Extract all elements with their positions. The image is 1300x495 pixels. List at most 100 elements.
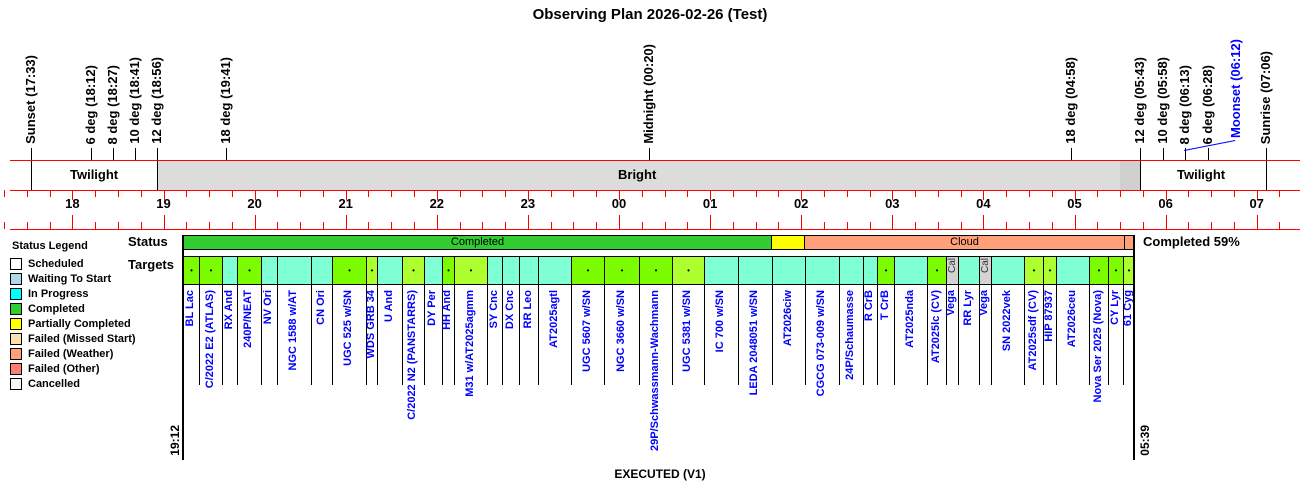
minor-tick <box>459 190 461 197</box>
target-name[interactable]: SN 2022vek <box>1000 290 1013 352</box>
target-name[interactable]: NGC 3660 w/SN <box>614 290 627 372</box>
target-name[interactable]: CY Lyr <box>1108 290 1121 325</box>
minor-tick <box>482 190 484 197</box>
target-name[interactable]: NGC 1588 w/AT <box>287 290 299 371</box>
minor-tick <box>710 190 712 200</box>
target-cell[interactable] <box>958 256 980 285</box>
target-name[interactable]: AT2026ciw <box>781 290 794 347</box>
target-name[interactable]: AT2025sdf (CV) <box>1026 290 1039 371</box>
target-cell[interactable] <box>738 256 773 285</box>
target-cell[interactable]: • <box>183 256 200 285</box>
target-name[interactable]: Nova Ser 2025 (Nova) <box>1091 290 1104 403</box>
target-cell[interactable]: • <box>1043 256 1057 285</box>
minor-tick <box>300 190 302 197</box>
target-name[interactable]: HH And <box>441 290 453 330</box>
target-cell[interactable]: • <box>1089 256 1109 285</box>
target-name[interactable]: RR Leo <box>521 290 534 329</box>
target-name[interactable]: LEDA 2048051 w/SN <box>748 290 760 396</box>
target-cell[interactable] <box>894 256 928 285</box>
target-name[interactable]: CGCG 073-009 w/SN <box>815 290 827 397</box>
target-cell[interactable] <box>1056 256 1090 285</box>
target-cell[interactable]: • <box>454 256 488 285</box>
target-name[interactable]: R CrB <box>863 290 875 322</box>
target-name[interactable]: C/2022 E2 (ATLAS) <box>203 290 216 389</box>
event-tick <box>90 148 92 160</box>
minor-tick <box>1188 190 1190 197</box>
event-tick <box>225 148 227 160</box>
target-name[interactable]: 29P/Schwassmann-Wachmann <box>648 290 661 451</box>
target-name[interactable]: AT2026ceu <box>1065 290 1078 348</box>
target-cell[interactable]: • <box>1123 256 1135 285</box>
target-cell[interactable] <box>261 256 278 285</box>
target-cell[interactable]: • <box>604 256 640 285</box>
target-name[interactable]: SY Cnc <box>487 290 500 329</box>
target-name[interactable]: WDS GRB 34 <box>364 290 377 359</box>
target-cell[interactable]: • <box>927 256 947 285</box>
column-divider <box>639 285 640 385</box>
target-cell[interactable] <box>538 256 572 285</box>
event-label: Sunset (17:33) <box>23 55 39 144</box>
target-cell[interactable]: • <box>332 256 367 285</box>
target-cell[interactable]: • <box>639 256 673 285</box>
target-name[interactable]: UGC 5381 w/SN <box>681 290 693 372</box>
target-cell[interactable] <box>424 256 443 285</box>
target-cell[interactable] <box>277 256 312 285</box>
target-name[interactable]: CN Ori <box>314 290 327 325</box>
target-cell[interactable]: • <box>402 256 425 285</box>
moon-band <box>1120 161 1141 190</box>
target-cell[interactable] <box>805 256 840 285</box>
target-name[interactable]: IC 700 w/SN <box>714 290 726 353</box>
target-cell[interactable] <box>863 256 878 285</box>
column-divider <box>277 285 278 385</box>
target-cell[interactable] <box>311 256 333 285</box>
target-name[interactable]: C/2022 N2 (PANSTARRS) <box>406 290 418 420</box>
target-name[interactable]: UGC 5607 w/SN <box>580 290 593 372</box>
target-cell[interactable]: • <box>199 256 223 285</box>
target-cell[interactable]: • <box>1108 256 1124 285</box>
legend-label: Scheduled <box>28 258 84 270</box>
timeline-line-mid <box>10 190 1300 191</box>
target-name[interactable]: U And <box>382 290 395 322</box>
target-name[interactable]: Vega <box>945 290 957 316</box>
target-cell[interactable]: • <box>877 256 895 285</box>
target-cell[interactable]: • <box>1024 256 1044 285</box>
target-cell[interactable] <box>377 256 403 285</box>
minor-tick <box>1142 190 1144 197</box>
minor-tick <box>1006 190 1008 197</box>
target-name[interactable]: DY Per <box>426 290 438 326</box>
target-cell[interactable]: • <box>672 256 705 285</box>
target-name[interactable]: NV Ori <box>262 290 274 325</box>
target-cell[interactable] <box>502 256 520 285</box>
target-cell[interactable] <box>772 256 806 285</box>
target-cell[interactable]: • <box>571 256 605 285</box>
target-cell[interactable] <box>487 256 503 285</box>
target-cell[interactable] <box>519 256 539 285</box>
minor-tick <box>1074 190 1076 200</box>
target-name[interactable]: M31 w/AT2025agmm <box>463 290 476 397</box>
target-name[interactable]: AT2025agtl <box>547 290 560 348</box>
minor-tick <box>846 190 848 197</box>
target-name[interactable]: 240P/NEAT <box>242 290 254 348</box>
target-name[interactable]: RR Lyr <box>961 290 974 326</box>
hour-label: 23 <box>520 196 536 211</box>
event-tick <box>1185 148 1187 160</box>
target-cell[interactable] <box>839 256 864 285</box>
target-name[interactable]: BL Lac <box>184 290 196 327</box>
target-name[interactable]: DX Cnc <box>503 290 516 330</box>
target-name[interactable]: T CrB <box>878 290 891 320</box>
target-name[interactable]: 24P/Schaumasse <box>844 290 856 380</box>
target-cell[interactable] <box>991 256 1025 285</box>
hour-label: 07 <box>1249 196 1264 211</box>
target-cell[interactable] <box>222 256 238 285</box>
minor-tick <box>1006 222 1008 229</box>
target-name[interactable]: UGC 525 w/SN <box>342 290 354 366</box>
target-name[interactable]: RX And <box>222 290 235 330</box>
target-name[interactable]: 61 Cyg <box>1121 290 1134 327</box>
target-name[interactable]: AT2025lc (CV) <box>929 290 942 364</box>
target-name[interactable]: HIP 87937 <box>1042 290 1055 342</box>
target-cell[interactable]: • <box>237 256 262 285</box>
target-name[interactable]: AT2025nda <box>903 290 916 348</box>
target-cell[interactable] <box>704 256 739 285</box>
minor-tick <box>1097 190 1099 197</box>
target-name[interactable]: Vega <box>978 290 990 316</box>
